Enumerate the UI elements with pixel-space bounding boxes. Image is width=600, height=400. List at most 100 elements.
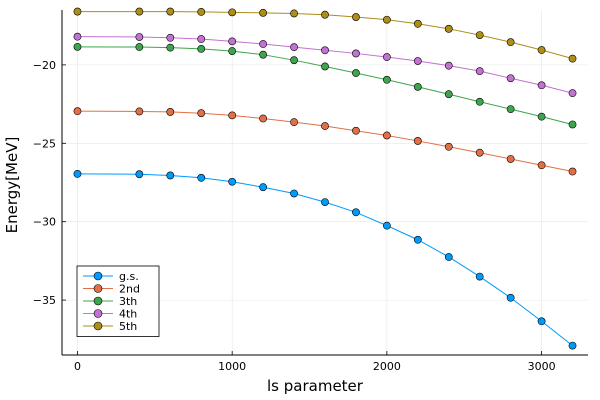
data-point	[290, 118, 298, 127]
data-point	[73, 32, 82, 41]
data-point	[73, 107, 82, 116]
y-tick-label: −30	[33, 216, 56, 229]
data-point	[352, 126, 360, 135]
data-point	[413, 137, 422, 145]
data-point	[321, 122, 329, 130]
data-point	[475, 148, 484, 157]
data-point	[568, 120, 577, 129]
legend-label: 5th	[119, 320, 137, 333]
series-4th	[73, 32, 577, 98]
data-point	[506, 155, 515, 163]
data-point	[475, 97, 484, 106]
data-point	[197, 44, 206, 53]
data-point	[259, 8, 268, 17]
x-tick-label: 0	[74, 360, 81, 373]
data-point	[382, 221, 391, 230]
y-tick-label: −25	[33, 137, 56, 150]
data-point	[352, 13, 360, 21]
data-point	[568, 89, 577, 98]
data-point	[73, 169, 82, 178]
data-point	[506, 105, 515, 114]
data-point	[228, 111, 237, 120]
data-point	[444, 142, 453, 151]
series-line	[77, 46, 573, 125]
legend-swatch-marker	[93, 271, 103, 281]
series-line	[77, 36, 573, 94]
legend-item: 4th	[83, 308, 137, 321]
data-point	[197, 7, 206, 16]
data-point	[73, 42, 82, 51]
data-point	[197, 35, 206, 43]
y-tick-label: −35	[33, 294, 56, 307]
data-point	[259, 50, 268, 59]
data-point	[537, 161, 546, 170]
data-point	[352, 208, 360, 217]
series-3th	[73, 42, 577, 129]
legend-item: g.s.	[83, 270, 139, 283]
data-point	[413, 82, 422, 91]
data-point	[382, 75, 391, 84]
data-point	[506, 293, 515, 302]
data-point	[352, 49, 360, 58]
series-gs	[73, 169, 577, 350]
data-point	[382, 15, 391, 24]
x-tick-label: 3000	[528, 360, 556, 373]
data-point	[228, 8, 237, 17]
data-point	[166, 7, 175, 16]
series-line	[77, 11, 573, 60]
legend-label: 2nd	[119, 283, 140, 296]
data-point	[506, 38, 515, 47]
series-line	[77, 110, 573, 173]
data-point	[352, 69, 360, 77]
data-point	[290, 9, 298, 18]
data-point	[166, 108, 175, 116]
data-point	[290, 56, 298, 65]
data-point	[537, 81, 546, 90]
data-point	[73, 7, 82, 16]
legend-label: g.s.	[119, 270, 139, 283]
data-point	[382, 53, 391, 61]
data-point	[413, 19, 422, 28]
series-5th	[73, 7, 577, 63]
data-point	[259, 183, 268, 192]
data-point	[444, 24, 453, 33]
data-point	[537, 112, 546, 121]
data-point	[506, 74, 515, 83]
data-point	[568, 341, 577, 350]
legend-item: 3th	[83, 295, 137, 308]
data-point	[444, 253, 453, 261]
legend-label: 4th	[119, 308, 137, 321]
data-point	[290, 189, 298, 198]
data-point	[537, 46, 546, 54]
x-tick-label: 2000	[373, 360, 401, 373]
data-point	[135, 33, 144, 41]
data-point	[135, 43, 144, 51]
data-point	[259, 40, 268, 48]
x-axis-label: ls parameter	[267, 377, 364, 395]
legend-swatch-marker	[93, 321, 103, 331]
legend-swatch-marker	[93, 309, 103, 318]
data-point	[228, 37, 237, 46]
data-point	[197, 173, 206, 182]
data-point	[475, 31, 484, 39]
data-point	[382, 131, 391, 140]
series-line	[77, 173, 573, 346]
data-point	[166, 33, 175, 42]
data-point	[166, 43, 175, 52]
data-point	[568, 167, 577, 176]
y-axis-label: Energy[MeV]	[3, 137, 21, 234]
data-point	[135, 7, 144, 16]
data-point	[321, 62, 329, 71]
legend-swatch-marker	[93, 284, 103, 293]
data-point	[321, 10, 329, 19]
legend-label: 3th	[119, 295, 137, 308]
data-point	[444, 61, 453, 70]
data-point	[259, 114, 268, 123]
data-point	[166, 171, 175, 180]
data-point	[290, 43, 298, 52]
series	[73, 7, 577, 350]
data-point	[197, 109, 206, 118]
data-point	[135, 170, 144, 179]
